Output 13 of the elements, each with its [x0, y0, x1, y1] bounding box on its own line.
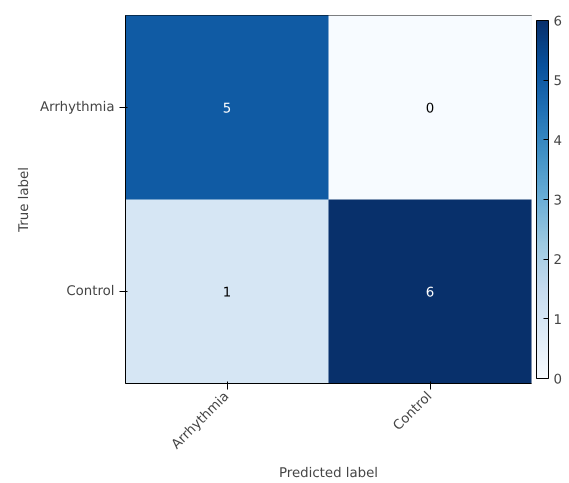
data-label: 1	[222, 286, 232, 300]
color-bar-label: 2	[554, 253, 562, 268]
color-bar-label: 6	[554, 14, 562, 30]
color-bar-label: 5	[554, 74, 562, 90]
color-bar-label: 3	[554, 194, 562, 208]
x-axis-title: Predicted label	[278, 466, 378, 481]
color-bar-label: 1	[554, 312, 562, 328]
color-bar-label: 0	[554, 372, 562, 388]
color-bar-label: 4	[554, 134, 562, 149]
y-axis-title: True label	[17, 167, 32, 233]
data-label: 5	[222, 102, 232, 116]
data-label: 0	[426, 102, 434, 116]
data-label: 6	[426, 286, 434, 300]
